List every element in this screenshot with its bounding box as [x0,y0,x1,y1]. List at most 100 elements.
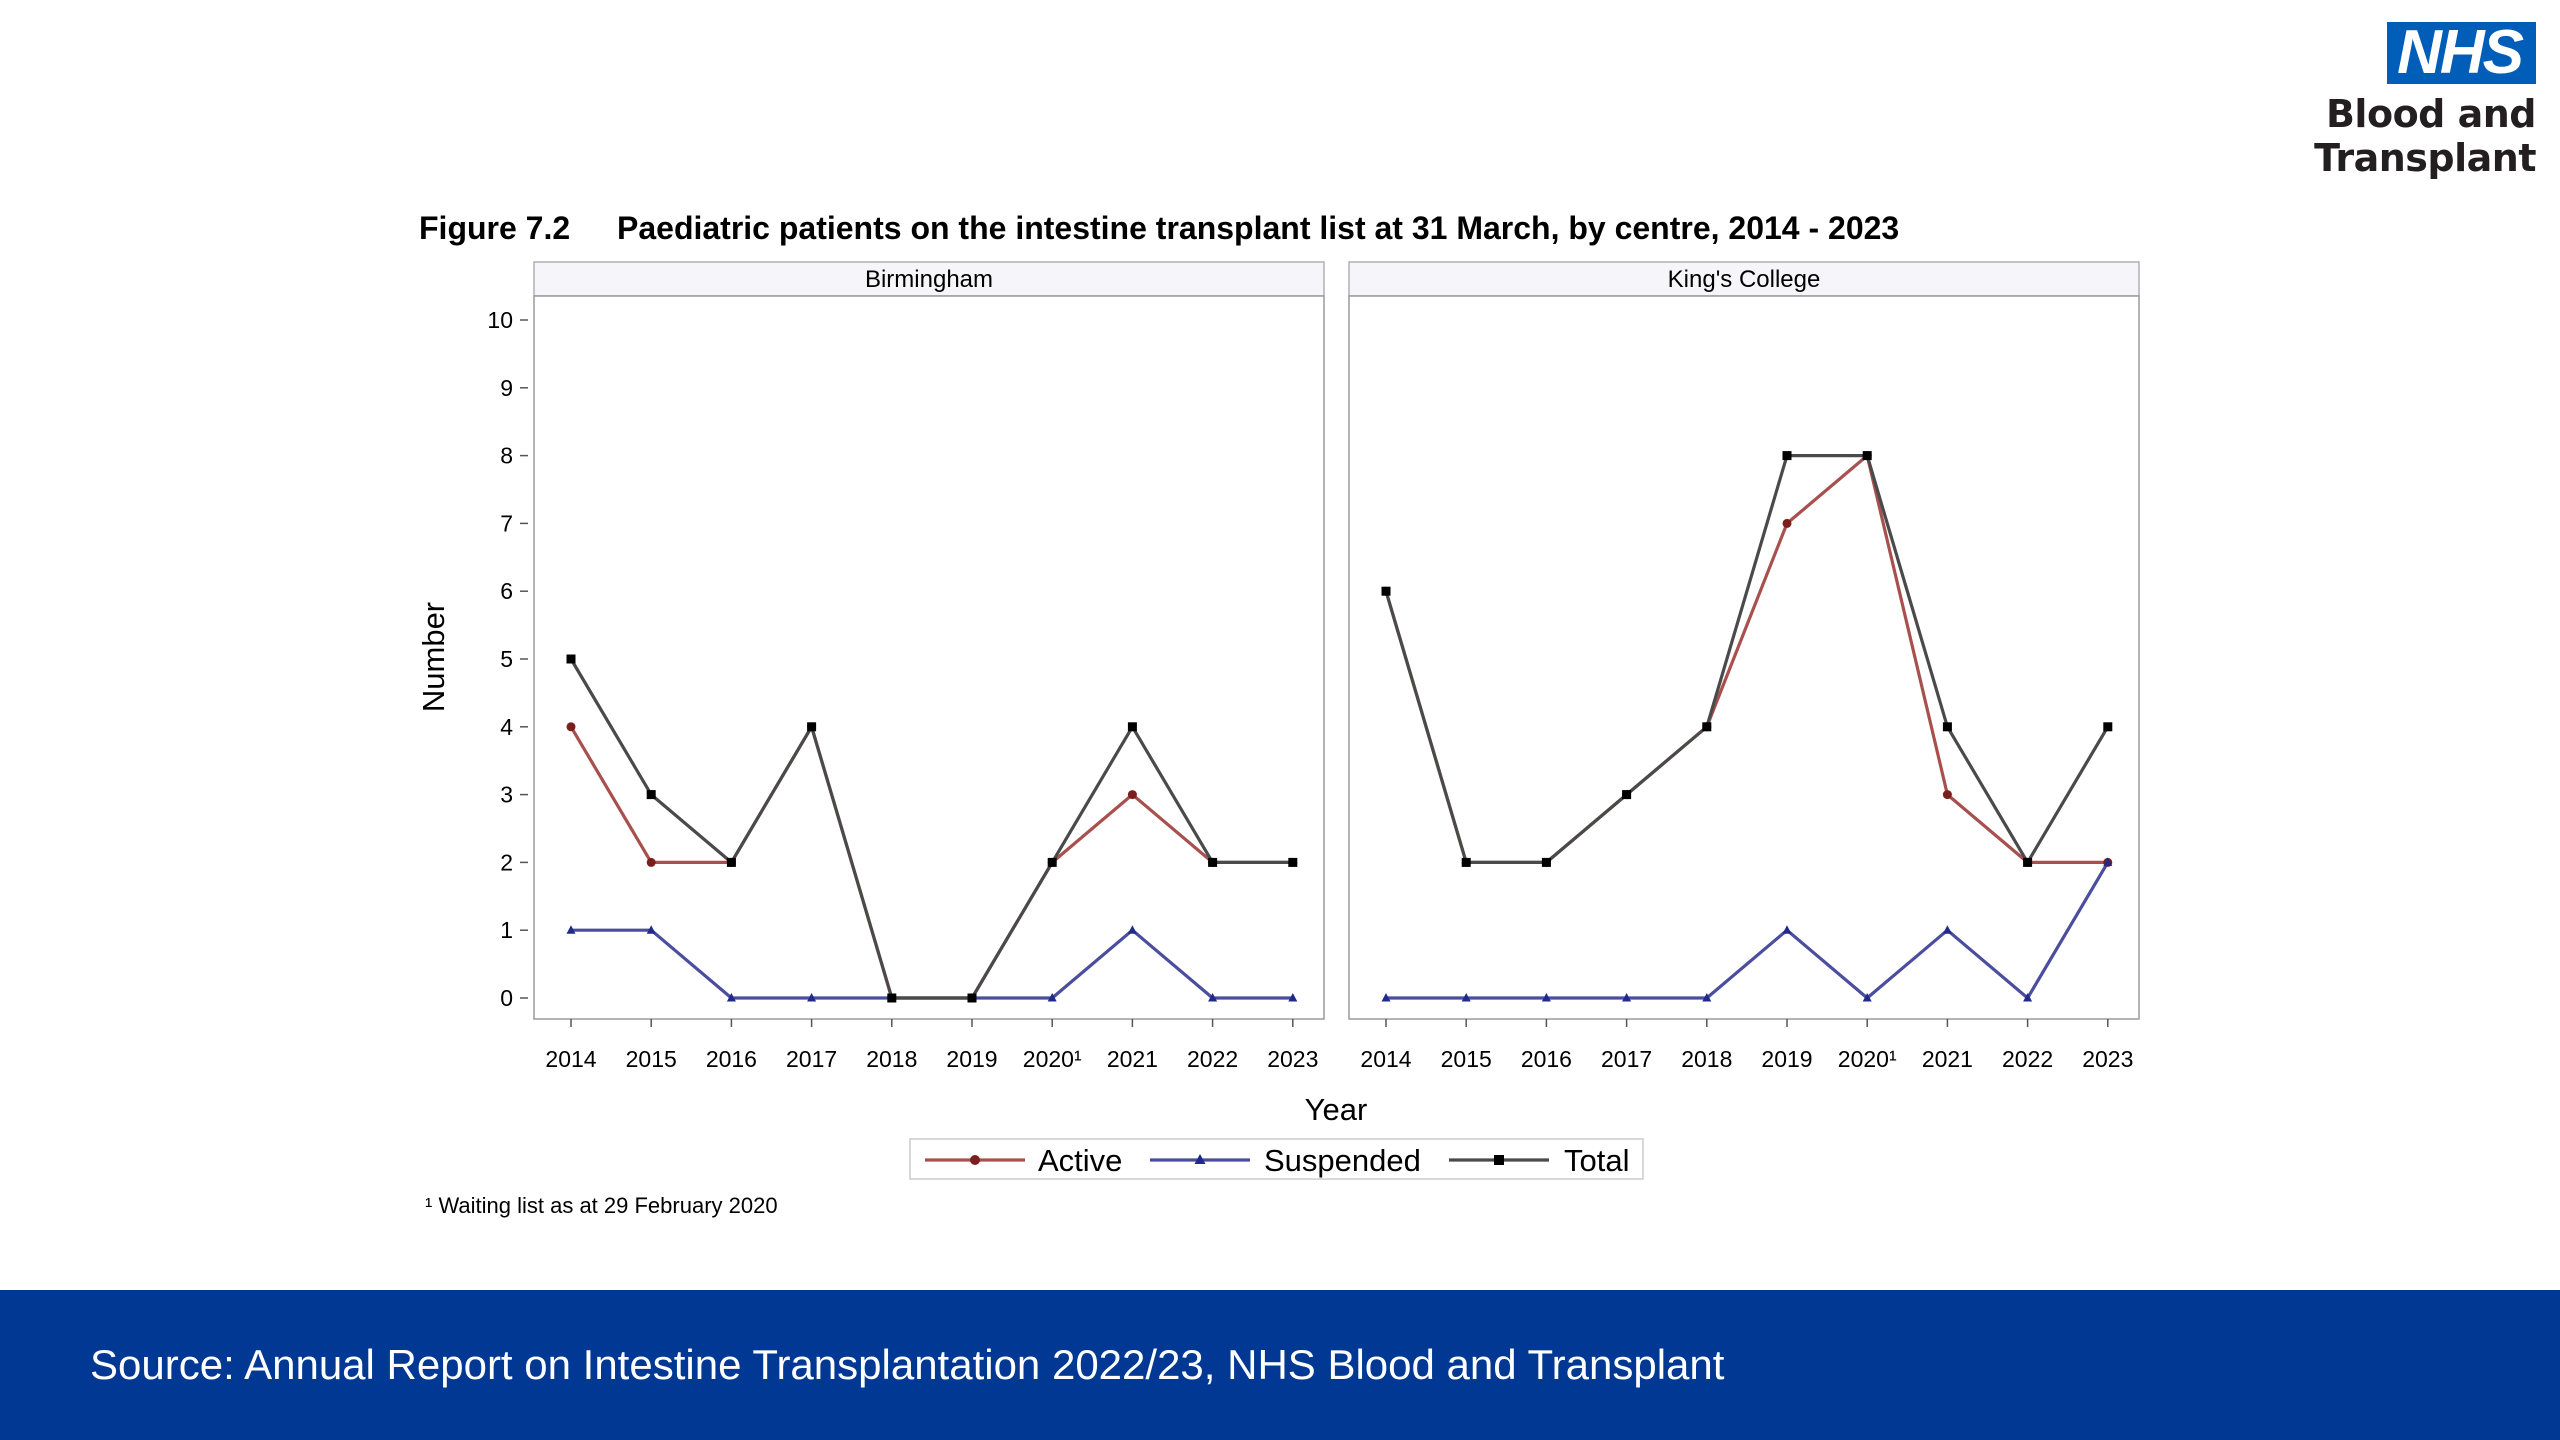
plot-area [533,295,1325,1020]
series-line-suspended [1386,861,2110,1000]
legend-marker-active [970,1155,980,1165]
point-suspended [1127,925,1137,934]
point-suspended [1208,993,1218,1002]
y-tick-label: 7 [500,510,513,536]
point-active [1127,790,1137,800]
x-tick-label: 2023 [1267,1046,1318,1072]
y-tick-label: 0 [500,985,513,1011]
y-tick-label: 6 [500,578,513,604]
source-text: Source: Annual Report on Intestine Trans… [90,1341,1725,1388]
y-axis-title: Number [416,602,451,712]
org-name: Blood and Transplant [2314,92,2536,180]
plot-area [1348,295,2140,1020]
y-tick-label: 10 [487,307,513,333]
x-tick-label: 2019 [1761,1046,1812,1072]
x-tick-label: 2015 [1441,1046,1492,1072]
figure-number: Figure 7.2 [419,210,571,246]
point-total [1461,857,1471,867]
point-suspended [2023,993,2033,1002]
point-total [646,790,656,800]
panel-title: King's College [1668,266,1821,293]
panel-header [533,261,1325,297]
legend-marker-suspended [1194,1154,1206,1164]
series-line-total [1384,454,2110,865]
x-tick-label: 2016 [1521,1046,1572,1072]
point-suspended [1782,925,1792,934]
x-tick-label: 2023 [2082,1046,2133,1072]
point-total [2103,722,2113,732]
point-active [566,722,576,732]
point-total [887,993,897,1003]
x-tick-label: 2014 [1360,1046,1411,1072]
point-total [1127,722,1137,732]
point-total [726,857,736,867]
point-total [1862,451,1872,461]
legend-box [909,1138,1644,1180]
point-suspended [1702,993,1712,1002]
x-tick-label: 2015 [626,1046,677,1072]
x-tick-label: 2016 [706,1046,757,1072]
point-suspended [807,993,817,1002]
x-tick-label: 2022 [2002,1046,2053,1072]
x-tick-label: 2022 [1187,1046,1238,1072]
nhsbt-logo: NHS Blood and Transplant [2116,22,2536,181]
figure-header: Figure 7.2 Paediatric patients on the int… [419,210,1899,247]
x-tick-label: 2020¹ [1838,1046,1897,1072]
point-total [1288,857,1298,867]
y-tick-label: 9 [500,375,513,401]
point-suspended [566,925,576,934]
legend-marker-total [1494,1155,1504,1165]
x-tick-label: 2017 [786,1046,837,1072]
panel-title: Birmingham [865,266,993,293]
figure-title: Paediatric patients on the intestine tra… [617,210,1900,246]
point-suspended [726,993,736,1002]
point-total [967,993,977,1003]
point-total [1541,857,1551,867]
point-suspended [646,925,656,934]
point-suspended [2103,857,2113,866]
footnote: ¹ Waiting list as at 29 February 2020 [425,1193,778,1218]
x-tick-label: 2021 [1922,1046,1973,1072]
point-active [646,857,656,867]
y-tick-label: 4 [500,714,513,740]
point-total [1208,857,1218,867]
legend-label-active: Active [1038,1143,1122,1178]
x-tick-label: 2018 [1681,1046,1732,1072]
source-footer: Source: Annual Report on Intestine Trans… [0,1290,2560,1440]
point-suspended [1461,993,1471,1002]
point-active [1782,518,1792,528]
point-total [1622,790,1632,800]
y-tick-label: 5 [500,646,513,672]
point-total [1381,586,1391,596]
y-tick-label: 3 [500,782,513,808]
legend-label-suspended: Suspended [1264,1143,1421,1178]
point-suspended [1541,993,1551,1002]
x-tick-label: 2018 [866,1046,917,1072]
chart: 0 1 2 3 4 5 6 7 8 9 10 Number Birmingham 2014 2015 2016… [416,261,2140,1180]
point-suspended [1862,993,1872,1002]
y-tick-label: 1 [500,917,513,943]
x-tick-label: 2021 [1107,1046,1158,1072]
x-tick-label: 2014 [545,1046,596,1072]
point-total [1702,722,1712,732]
x-tick-label: 2019 [946,1046,997,1072]
point-suspended [1288,993,1298,1002]
point-suspended [1622,993,1632,1002]
x-tick-label: 2017 [1601,1046,1652,1072]
panel-header [1348,261,2140,297]
x-tick-label: 2020¹ [1023,1046,1082,1072]
point-total [807,722,817,732]
point-total [2023,857,2033,867]
point-total [1047,857,1057,867]
point-total [566,654,576,664]
legend-label-total: Total [1564,1143,1629,1178]
point-total [1782,451,1792,461]
nhs-logo-mark: NHS [2387,22,2536,84]
point-suspended [1047,993,1057,1002]
y-tick-label: 8 [500,443,513,469]
point-suspended [1942,925,1952,934]
point-active [1942,790,1952,800]
point-suspended [1381,993,1391,1002]
series-line-total [569,658,1293,1000]
point-total [1942,722,1952,732]
